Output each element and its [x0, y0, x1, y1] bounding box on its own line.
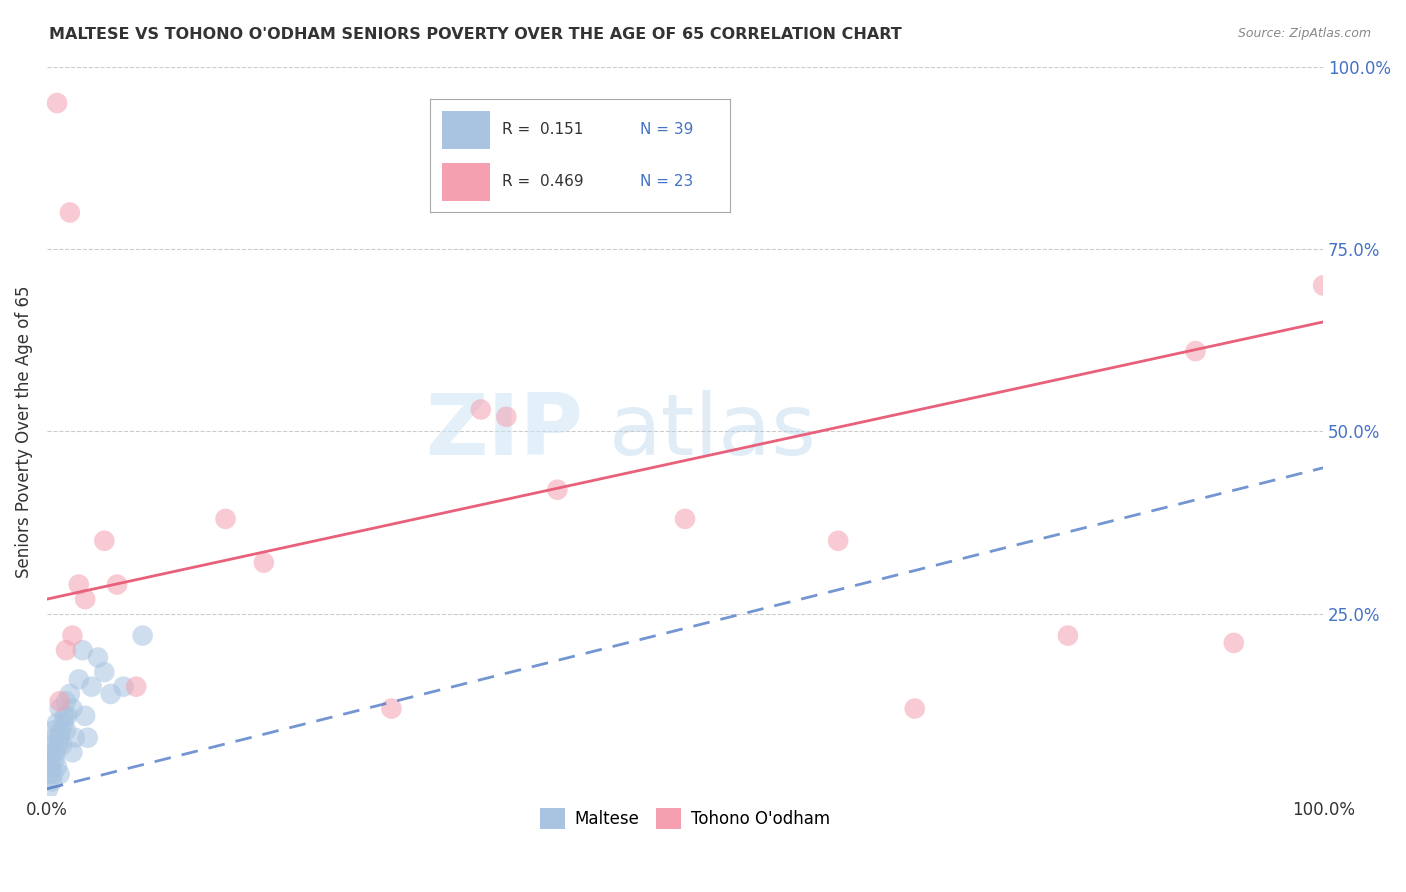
Point [67, 577, 90, 591]
Point [470, 402, 492, 417]
Point [41, 738, 63, 752]
Point [55, 723, 77, 738]
Point [46, 716, 69, 731]
Point [546, 483, 568, 497]
Point [59, 205, 82, 219]
Point [38, 767, 60, 781]
Point [1184, 344, 1206, 359]
Point [44, 731, 66, 745]
Point [904, 701, 927, 715]
Point [49, 723, 72, 738]
Point [827, 533, 849, 548]
Point [39, 760, 62, 774]
Point [62, 629, 84, 643]
Legend: Maltese, Tohono O'odham: Maltese, Tohono O'odham [533, 802, 837, 835]
Point [62, 745, 84, 759]
Point [214, 512, 236, 526]
Text: MALTESE VS TOHONO O'ODHAM SENIORS POVERTY OVER THE AGE OF 65 CORRELATION CHART: MALTESE VS TOHONO O'ODHAM SENIORS POVERT… [49, 27, 903, 42]
Point [75, 709, 97, 723]
Point [495, 409, 517, 424]
Point [93, 533, 115, 548]
Point [46, 760, 69, 774]
Point [41, 774, 63, 789]
Point [51, 738, 73, 752]
Point [76, 731, 98, 745]
Point [125, 680, 148, 694]
Point [46, 96, 69, 111]
Point [42, 767, 65, 781]
Point [105, 577, 128, 591]
Text: ZIP: ZIP [425, 390, 583, 473]
Point [38, 753, 60, 767]
Point [48, 701, 70, 715]
Point [1223, 636, 1246, 650]
Point [75, 592, 97, 607]
Point [253, 556, 276, 570]
Point [55, 694, 77, 708]
Point [44, 753, 66, 767]
Point [42, 723, 65, 738]
Point [48, 694, 70, 708]
Point [53, 709, 76, 723]
Point [48, 767, 70, 781]
Point [56, 709, 79, 723]
Point [131, 629, 153, 643]
Point [37, 781, 59, 796]
Text: Source: ZipAtlas.com: Source: ZipAtlas.com [1237, 27, 1371, 40]
Point [380, 701, 402, 715]
Point [93, 665, 115, 679]
Point [42, 745, 65, 759]
Point [80, 680, 103, 694]
Point [45, 745, 67, 759]
Y-axis label: Seniors Poverty Over the Age of 65: Seniors Poverty Over the Age of 65 [15, 285, 32, 578]
Point [72, 643, 94, 657]
Point [87, 650, 110, 665]
Point [100, 687, 122, 701]
Text: atlas: atlas [609, 390, 817, 473]
Point [112, 680, 135, 694]
Point [673, 512, 696, 526]
Point [48, 731, 70, 745]
Point [1312, 278, 1334, 293]
Point [67, 673, 90, 687]
Point [52, 716, 75, 731]
Point [55, 643, 77, 657]
Point [1057, 629, 1080, 643]
Point [59, 687, 82, 701]
Point [48, 738, 70, 752]
Point [63, 731, 86, 745]
Point [62, 701, 84, 715]
